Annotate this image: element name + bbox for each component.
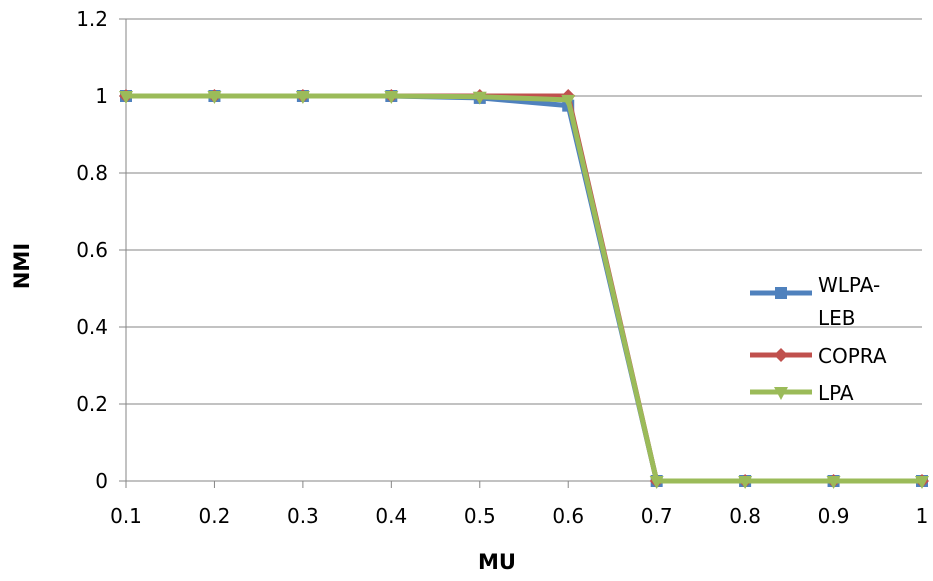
legend-label: WLPA- (818, 273, 880, 297)
legend-label: COPRA (818, 344, 887, 368)
series-wlpa-leb (120, 90, 928, 487)
series-lines (119, 89, 929, 489)
y-tick-label: 1 (95, 84, 108, 108)
data-point (649, 476, 664, 489)
data-point (384, 91, 399, 104)
data-point (295, 91, 310, 104)
data-point (738, 476, 753, 489)
legend-item: COPRA (750, 344, 887, 368)
data-point (119, 91, 133, 104)
data-point (472, 91, 487, 105)
axes (119, 18, 923, 488)
y-tick-label: 0 (95, 469, 108, 493)
x-tick-label: 0.1 (110, 504, 142, 528)
legend-label: LEB (818, 306, 856, 330)
y-axis-title: NMI (10, 243, 34, 289)
x-axis-title: MU (478, 550, 516, 574)
legend-marker (775, 287, 787, 299)
series-line (126, 93, 922, 484)
legend-marker (774, 387, 788, 400)
data-point (915, 476, 929, 489)
x-tick-label: 0.6 (552, 504, 584, 528)
y-tick-label: 1.2 (76, 7, 108, 31)
y-tick-label: 0.4 (76, 315, 108, 339)
y-tick-label: 0.6 (76, 238, 108, 262)
y-tick-labels: 0 0.2 0.4 0.6 0.8 1 1.2 (76, 7, 108, 493)
y-tick-label: 0.8 (76, 161, 108, 185)
legend-item: LPA (750, 381, 854, 405)
x-tick-label: 1 (916, 504, 929, 528)
x-tick-label: 0.9 (818, 504, 850, 528)
data-point (207, 91, 222, 104)
series-line (126, 93, 922, 484)
gridlines (126, 18, 922, 405)
x-tick-label: 0.4 (375, 504, 407, 528)
data-point (826, 476, 841, 489)
x-tick-label: 0.3 (287, 504, 319, 528)
data-point (561, 94, 576, 108)
series-line (126, 93, 922, 484)
series-copra (119, 89, 929, 488)
legend-marker (774, 348, 788, 362)
x-tick-labels: 0.1 0.2 0.3 0.4 0.5 0.6 0.7 0.8 0.9 1 (110, 504, 928, 528)
y-tick-label: 0.2 (76, 392, 108, 416)
x-tick-label: 0.7 (641, 504, 673, 528)
legend-item: WLPA- LEB (750, 273, 880, 330)
legend: WLPA- LEB COPRA LPA (750, 273, 887, 405)
series-lpa (119, 91, 929, 489)
x-tick-label: 0.2 (199, 504, 231, 528)
x-tick-label: 0.8 (729, 504, 761, 528)
x-tick-label: 0.5 (464, 504, 496, 528)
legend-label: LPA (818, 381, 854, 405)
